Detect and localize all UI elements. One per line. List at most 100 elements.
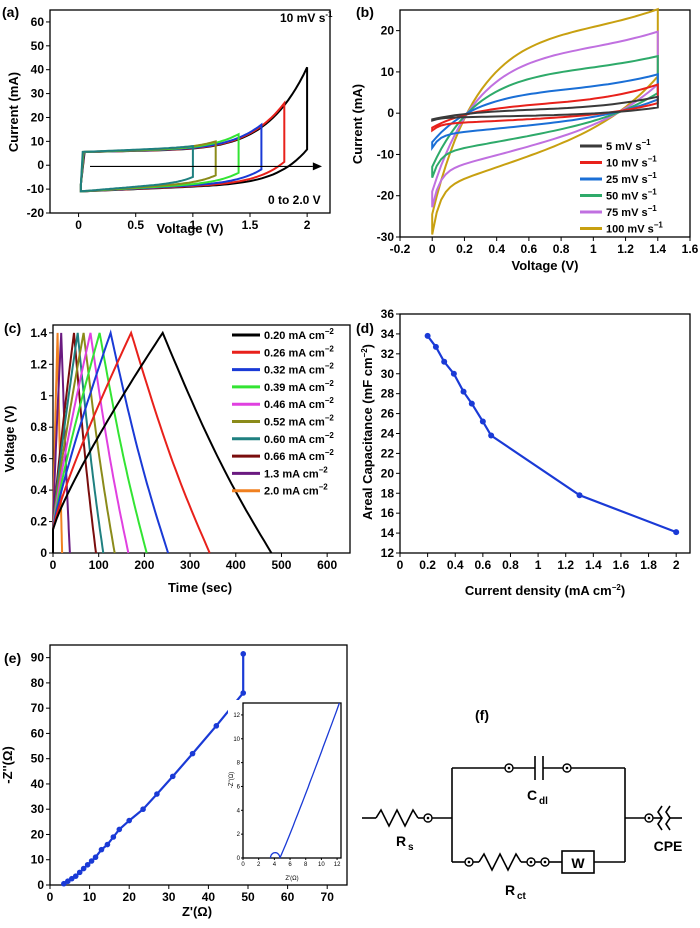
rct-resistor	[478, 852, 522, 872]
y-tick-label: 30	[31, 87, 45, 101]
gcd-curve	[52, 332, 71, 554]
y-tick-label: 4	[237, 808, 241, 814]
capacitance-point	[488, 432, 495, 439]
cpe-label: CPE	[654, 838, 683, 854]
cv-curve	[79, 66, 309, 193]
y-tick-label: 0	[37, 158, 44, 172]
gcd-curve	[52, 332, 105, 554]
plot-frame	[242, 702, 342, 859]
x-tick-label: 0	[50, 558, 57, 572]
y-tick-label: 32	[381, 347, 395, 361]
x-tick-label: 4	[273, 862, 277, 868]
nyquist-point	[80, 865, 87, 872]
legend-label: 10 mV s−1	[606, 155, 657, 170]
x-tick-label: 1.6	[682, 242, 699, 256]
x-tick-label: 20	[123, 890, 137, 904]
y-tick-label: -10	[377, 147, 395, 161]
x-tick-label: 0.2	[456, 242, 473, 256]
y-tick-label: 80	[31, 676, 45, 690]
x-tick-label: 70	[321, 890, 335, 904]
x-tick-label: 500	[271, 558, 291, 572]
y-tick-label: 90	[31, 651, 45, 665]
y-tick-label: 28	[381, 387, 395, 401]
nyquist-point	[140, 806, 146, 813]
legend-label: 0.39 mA cm−2	[264, 379, 334, 394]
plot-frame	[399, 313, 691, 554]
nyquist-point	[88, 858, 95, 864]
y-axis-label: Voltage (V)	[2, 406, 17, 473]
x-tick-label: 1.6	[613, 558, 630, 572]
x-tick-label: 0.5	[127, 218, 144, 232]
warburg-label: W	[571, 855, 585, 871]
y-tick-label: 12	[233, 713, 240, 719]
legend-label: 50 mV s−1	[606, 188, 657, 203]
y-tick-label: 10	[31, 853, 45, 867]
y-axis-label: Areal Capacitance (mF cm−2)	[360, 344, 375, 520]
circuit-node-dot	[467, 860, 471, 864]
y-tick-label: 34	[381, 327, 395, 341]
arrow-head	[312, 162, 322, 171]
capacitance-point	[460, 388, 467, 395]
y-tick-label: 0	[37, 878, 44, 892]
y-tick-label: -20	[27, 206, 45, 220]
y-tick-label: 16	[381, 506, 395, 520]
x-tick-label: 12	[334, 862, 341, 868]
x-tick-label: 0	[47, 890, 54, 904]
cv-curve	[431, 95, 659, 122]
plot-frame	[399, 9, 691, 238]
x-tick-label: 0	[429, 242, 436, 256]
panel-e: 0 10 20 30 40 50 60 700102030405060708090(e)Z'(…	[0, 644, 348, 919]
y-tick-label: 0.8	[30, 420, 47, 434]
cpe-element	[665, 805, 671, 831]
circuit-node-dot	[647, 816, 651, 820]
gcd-curve	[52, 330, 211, 554]
inset-background	[228, 700, 345, 872]
capacitance-point	[468, 400, 475, 407]
y-axis-label: -Z''(Ω)	[0, 746, 15, 784]
cpe-element	[657, 805, 663, 831]
x-axis-label: Current density (mA cm−2)	[465, 583, 625, 598]
x-tick-label: 10	[318, 862, 325, 868]
y-tick-label: 20	[381, 24, 395, 38]
y-tick-label: 10	[31, 134, 45, 148]
y-tick-label: 0	[40, 546, 47, 560]
y-tick-label: -10	[27, 182, 45, 196]
y-axis-label: Current (mA)	[6, 72, 21, 152]
legend-label: 75 mV s−1	[606, 204, 657, 219]
legend-label: 0.26 mA cm−2	[264, 344, 334, 359]
nyquist-point	[110, 834, 117, 840]
x-tick-label: 6	[288, 862, 292, 868]
x-tick-label: -0.2	[390, 242, 411, 256]
y-tick-label: 0	[237, 856, 241, 862]
plot-frame	[49, 9, 331, 214]
capacitance-line	[426, 335, 677, 534]
y-tick-label: 50	[31, 752, 45, 766]
plot-frame	[52, 324, 351, 554]
capacitance-point	[424, 332, 431, 339]
inset-curve	[269, 702, 341, 859]
capacitance-point	[576, 492, 583, 499]
plot-frame	[49, 644, 348, 886]
gcd-curve	[52, 332, 97, 554]
nyquist-point	[169, 773, 176, 780]
panel-label: (d)	[356, 320, 374, 336]
y-tick-label: 6	[237, 784, 241, 790]
panel-label: (f)	[475, 707, 489, 723]
x-tick-label: 1.2	[557, 558, 574, 572]
gcd-curve	[52, 332, 148, 554]
x-tick-label: 600	[317, 558, 337, 572]
nyquist-point	[92, 854, 99, 861]
gcd-curve	[52, 329, 170, 554]
inset-y-label: -Z''(Ω)	[229, 772, 235, 788]
legend-label: 0.32 mA cm−2	[264, 362, 334, 377]
x-tick-label: 1.8	[640, 558, 657, 572]
nyquist-point	[84, 861, 91, 868]
nyquist-point	[76, 869, 83, 876]
circuit-node-dot	[529, 860, 533, 864]
x-tick-label: 1	[590, 242, 597, 256]
y-tick-label: 22	[381, 446, 395, 460]
x-tick-label: 0	[75, 218, 82, 232]
cdl-subscript: dl	[539, 796, 548, 807]
legend-label: 2.0 mA cm−2	[264, 483, 328, 498]
y-tick-label: 20	[31, 110, 45, 124]
